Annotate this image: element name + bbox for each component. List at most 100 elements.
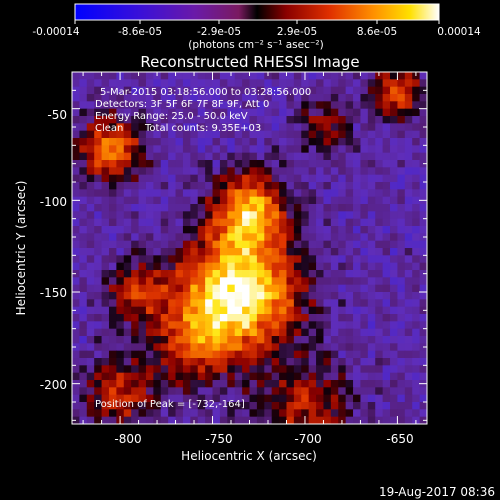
heatmap-cell [390, 402, 399, 410]
heatmap-cell [242, 299, 251, 308]
heatmap-cell [316, 152, 325, 161]
heatmap-cell [397, 365, 406, 374]
heatmap-cell [360, 79, 369, 88]
heatmap-cell [367, 343, 376, 352]
heatmap-cell [256, 358, 265, 366]
heatmap-cell [79, 255, 88, 264]
heatmap-cell [242, 189, 251, 198]
heatmap-cell [153, 79, 162, 88]
heatmap-cell [219, 321, 228, 330]
heatmap-cell [301, 321, 310, 330]
heatmap-cell [131, 306, 140, 315]
heatmap-cell [367, 79, 376, 88]
heatmap-cell [212, 314, 221, 322]
heatmap-cell [145, 94, 154, 102]
heatmap-cell [175, 350, 184, 359]
heatmap-cell [338, 270, 347, 278]
heatmap-cell [264, 270, 273, 278]
heatmap-cell [79, 394, 88, 403]
heatmap-cell [153, 262, 162, 271]
heatmap-cell [182, 160, 191, 168]
y-tick-label-2: -150 [40, 286, 67, 300]
heatmap-cell [160, 248, 169, 256]
heatmap-cell [323, 72, 332, 80]
heatmap-cell [138, 409, 147, 418]
heatmap-cell [404, 196, 413, 205]
heatmap-cell [345, 189, 354, 198]
heatmap-cell [397, 248, 406, 256]
heatmap-cell [412, 321, 421, 330]
heatmap-cell [308, 79, 317, 88]
heatmap-cell [279, 160, 288, 168]
heatmap-cell [382, 416, 391, 424]
heatmap-cell [108, 270, 117, 278]
heatmap-cell [131, 218, 140, 227]
heatmap-cell [397, 402, 406, 410]
heatmap-cell [197, 189, 206, 198]
heatmap-cell [345, 130, 354, 139]
heatmap-cell [168, 79, 177, 88]
heatmap-cell [249, 372, 258, 381]
heatmap-cell [72, 262, 80, 271]
heatmap-cell [353, 108, 362, 117]
heatmap-cell [116, 270, 125, 278]
heatmap-cell [293, 358, 302, 366]
heatmap-cell [138, 86, 147, 95]
heatmap-cell [271, 255, 280, 264]
heatmap-cell [286, 94, 295, 102]
heatmap-cell [116, 262, 125, 271]
heatmap-cell [301, 116, 310, 124]
heatmap-cell [397, 262, 406, 271]
heatmap-cell [175, 358, 184, 366]
heatmap-cell [79, 343, 88, 352]
heatmap-cell [138, 270, 147, 278]
heatmap-cell [367, 108, 376, 117]
heatmap-cell [323, 167, 332, 176]
heatmap-cell [271, 226, 280, 234]
heatmap-cell [338, 387, 347, 396]
heatmap-cell [397, 284, 406, 293]
heatmap-cell [138, 328, 147, 337]
heatmap-cell [182, 218, 191, 227]
heatmap-cell [101, 299, 110, 308]
heatmap-cell [286, 372, 295, 381]
heatmap-cell [353, 145, 362, 154]
heatmap-cell [108, 233, 117, 242]
heatmap-cell [360, 233, 369, 242]
heatmap-cell [205, 152, 214, 161]
heatmap-cell [86, 196, 95, 205]
heatmap-cell [242, 409, 251, 418]
heatmap-cell [212, 86, 221, 95]
heatmap-cell [190, 387, 199, 396]
heatmap-cell [390, 299, 399, 308]
heatmap-cell [382, 211, 391, 220]
heatmap-cell [168, 409, 177, 418]
heatmap-cell [271, 101, 280, 110]
heatmap-cell [390, 284, 399, 293]
heatmap-cell [256, 321, 265, 330]
heatmap-cell [256, 336, 265, 344]
heatmap-cell [227, 292, 236, 300]
heatmap-cell [271, 387, 280, 396]
heatmap-cell [279, 358, 288, 366]
heatmap-cell [205, 226, 214, 234]
heatmap-cell [286, 211, 295, 220]
heatmap-cell [264, 372, 273, 381]
heatmap-cell [256, 204, 265, 212]
heatmap-cell [94, 292, 103, 300]
heatmap-cell [72, 277, 80, 286]
heatmap-cell [86, 284, 95, 293]
heatmap-cell [182, 138, 191, 146]
heatmap-cell [286, 138, 295, 146]
heatmap-cell [353, 306, 362, 315]
heatmap-cell [360, 72, 369, 80]
heatmap-cell [205, 116, 214, 124]
heatmap-cell [197, 343, 206, 352]
heatmap-cell [397, 233, 406, 242]
heatmap-cell [182, 277, 191, 286]
heatmap-cell [330, 108, 339, 117]
heatmap-cell [249, 284, 258, 293]
heatmap-cell [168, 416, 177, 424]
heatmap-cell [382, 277, 391, 286]
heatmap-cell [264, 409, 273, 418]
